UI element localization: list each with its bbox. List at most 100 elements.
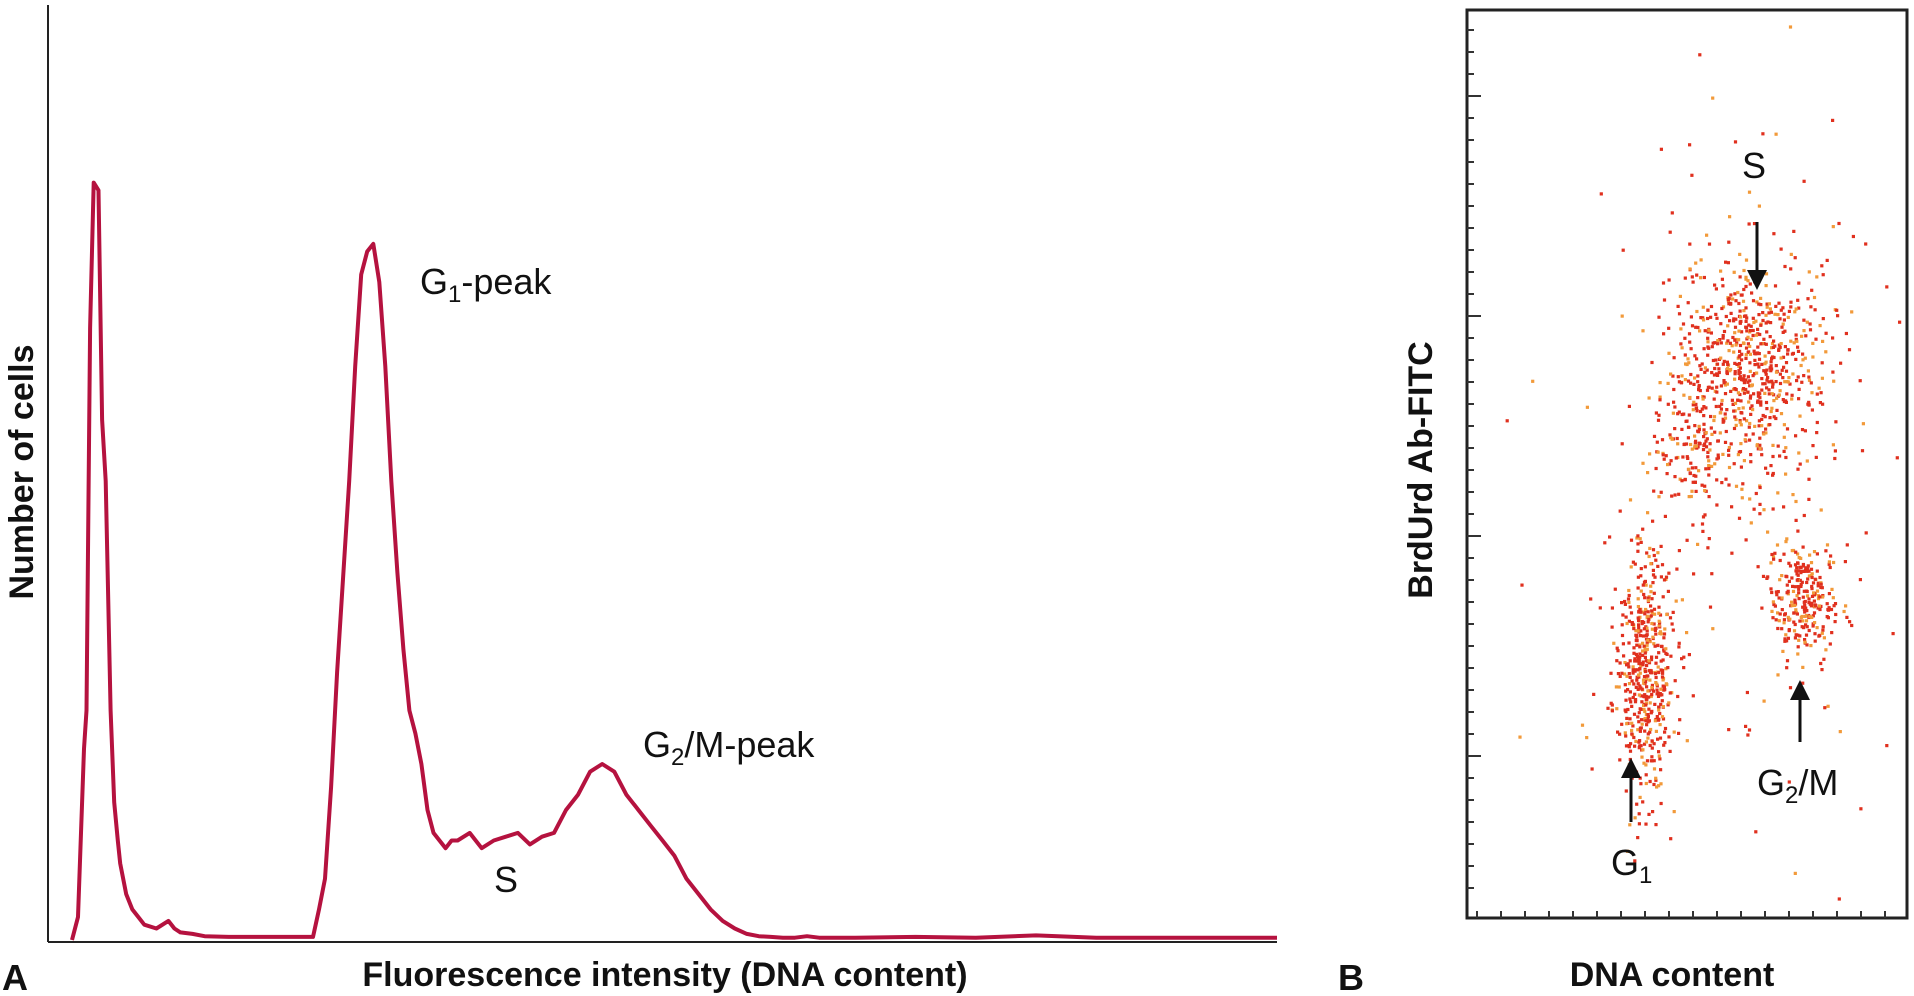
scatter-point <box>1734 484 1739 488</box>
scatter-point <box>1649 694 1653 699</box>
scatter-point <box>1650 683 1654 687</box>
scatter-point <box>1716 342 1720 346</box>
scatter-point <box>1832 604 1836 608</box>
scatter-point <box>1727 483 1731 487</box>
scatter-point <box>1657 670 1661 675</box>
scatter-point <box>1630 621 1634 625</box>
scatter-point <box>1685 631 1689 635</box>
scatter-point <box>1656 643 1660 648</box>
histogram-series <box>70 180 1277 941</box>
s-arrow-icon <box>1747 222 1767 290</box>
scatter-point <box>1702 428 1706 432</box>
scatter-point <box>1585 736 1589 740</box>
scatter-point <box>1723 392 1728 396</box>
scatter-point <box>1802 589 1806 593</box>
scatter-point <box>1639 694 1643 698</box>
scatter-point <box>1637 618 1641 622</box>
scatter-point <box>1764 272 1769 276</box>
scatter-point <box>1669 436 1673 440</box>
panel-b-ticks <box>1467 29 1886 918</box>
scatter-point <box>1787 376 1791 380</box>
scatter-point <box>1636 575 1640 579</box>
scatter-point <box>1767 302 1771 306</box>
scatter-point <box>1756 345 1760 349</box>
scatter-point <box>1640 622 1644 626</box>
scatter-points <box>1505 25 1902 901</box>
scatter-point <box>1794 569 1798 573</box>
scatter-point <box>1675 567 1679 571</box>
scatter-point <box>1656 691 1660 695</box>
scatter-point <box>1621 613 1625 617</box>
scatter-point <box>1727 446 1731 450</box>
scatter-point <box>1627 619 1631 623</box>
scatter-point <box>1807 400 1811 404</box>
scatter-point <box>1636 549 1640 553</box>
scatter-point <box>1733 377 1737 381</box>
scatter-point <box>1734 299 1738 303</box>
scatter-point <box>1760 388 1764 392</box>
scatter-point <box>1733 338 1737 342</box>
scatter-point <box>1654 778 1658 782</box>
scatter-point <box>1825 258 1829 262</box>
scatter-point <box>1668 691 1672 695</box>
scatter-point <box>1791 589 1796 593</box>
scatter-point <box>1697 469 1701 473</box>
scatter-point <box>1696 542 1700 546</box>
scatter-point <box>1834 612 1838 617</box>
scatter-point <box>1744 538 1748 542</box>
scatter-point <box>1633 816 1637 820</box>
scatter-point <box>1752 349 1756 353</box>
scatter-point <box>1720 277 1724 281</box>
scatter-point <box>1775 408 1779 412</box>
scatter-point <box>1815 275 1819 279</box>
scatter-point <box>1628 605 1632 609</box>
scatter-point <box>1801 545 1805 549</box>
scatter-point <box>1831 370 1835 374</box>
scatter-point <box>1645 641 1649 645</box>
scatter-point <box>1629 700 1633 704</box>
scatter-point <box>1650 686 1654 690</box>
scatter-point <box>1681 455 1685 459</box>
scatter-point <box>1807 378 1812 382</box>
scatter-point <box>1737 407 1741 411</box>
scatter-point <box>1652 767 1657 771</box>
scatter-point <box>1797 587 1801 591</box>
scatter-point <box>1702 414 1706 418</box>
scatter-point <box>1859 807 1863 811</box>
scatter-point <box>1782 621 1786 625</box>
scatter-point <box>1708 442 1712 446</box>
scatter-point <box>1815 626 1819 630</box>
scatter-point <box>1771 385 1775 389</box>
scatter-point <box>1740 330 1744 334</box>
scatter-point <box>1692 473 1696 478</box>
scatter-point <box>1753 363 1757 367</box>
scatter-point <box>1707 464 1711 468</box>
scatter-point <box>1815 552 1819 556</box>
scatter-point <box>1782 552 1786 556</box>
scatter-point <box>1677 549 1681 553</box>
scatter-point <box>1612 641 1616 645</box>
scatter-point <box>1706 450 1710 454</box>
scatter-point <box>1748 421 1752 426</box>
panel-a: G1-peak G2/M-peak S Number of cells Fluo… <box>2 5 1277 996</box>
scatter-point <box>1657 624 1661 628</box>
scatter-point <box>1747 425 1751 429</box>
scatter-point <box>1786 348 1790 352</box>
scatter-point <box>1746 733 1750 737</box>
scatter-point <box>1847 348 1852 352</box>
scatter-point <box>1644 680 1648 684</box>
scatter-point <box>1797 591 1801 595</box>
scatter-point <box>1720 481 1724 485</box>
scatter-point <box>1801 595 1805 599</box>
scatter-point <box>1629 538 1634 542</box>
scatter-point <box>1748 282 1752 286</box>
scatter-point <box>1648 452 1652 456</box>
scatter-point <box>1781 398 1785 402</box>
scatter-point <box>1722 419 1726 423</box>
scatter-point <box>1652 591 1656 595</box>
scatter-point <box>1758 446 1762 451</box>
scatter-point <box>1703 366 1707 370</box>
scatter-point <box>1821 273 1825 277</box>
scatter-point <box>1835 308 1839 312</box>
scatter-point <box>1818 595 1822 599</box>
